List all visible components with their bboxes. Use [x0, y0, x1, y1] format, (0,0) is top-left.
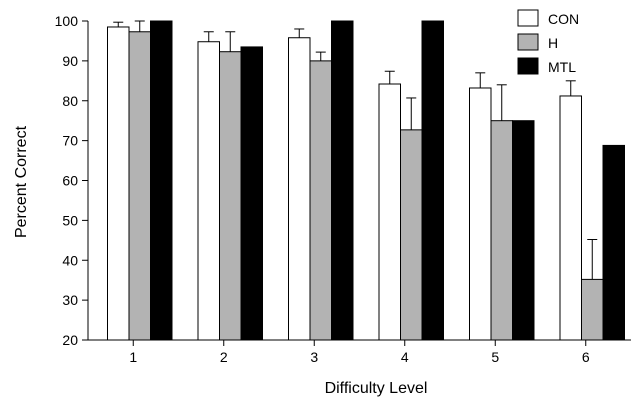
y-tick-label: 80 [62, 93, 78, 109]
legend-label-h: H [548, 35, 558, 51]
y-axis-title: Percent Correct [13, 125, 30, 238]
y-tick-label: 30 [62, 292, 78, 308]
y-tick-label: 50 [62, 212, 78, 228]
legend-label-con: CON [548, 11, 579, 27]
y-tick-label: 60 [62, 173, 78, 189]
bar-h-3 [309, 60, 332, 341]
x-tick-label: 4 [401, 349, 409, 365]
bar-mtl-2 [240, 46, 263, 341]
bar-h-5 [490, 120, 513, 341]
bar-con-5 [469, 87, 492, 341]
bar-con-1 [107, 26, 130, 341]
legend: CON H MTL [517, 9, 579, 75]
bar-h-6 [581, 278, 604, 341]
x-axis-title: Difficulty Level [325, 380, 428, 397]
y-tick-label: 100 [55, 13, 79, 29]
x-tick-label: 5 [491, 349, 499, 365]
x-tick-label: 1 [129, 349, 137, 365]
x-tick-label: 6 [582, 349, 590, 365]
bar-con-6 [559, 95, 582, 341]
x-tick-label: 2 [220, 349, 228, 365]
labels: Difficulty Level Percent Correct 20 30 40 5… [13, 13, 590, 397]
bar-con-3 [288, 37, 311, 341]
y-tick-label: 90 [62, 53, 78, 69]
bar-mtl-1 [150, 20, 173, 341]
bar-mtl-5 [512, 120, 535, 341]
bar-con-4 [378, 83, 401, 341]
bar-mtl-3 [331, 20, 354, 341]
x-tick-label: 3 [310, 349, 318, 365]
bar-mtl-6 [602, 144, 625, 341]
legend-swatch-h [517, 33, 539, 51]
bar-h-4 [400, 129, 423, 341]
legend-label-mtl: MTL [548, 59, 576, 75]
bar-mtl-4 [421, 20, 444, 341]
bar-h-1 [128, 31, 151, 341]
legend-swatch-con [517, 9, 539, 27]
bar-h-2 [219, 51, 242, 341]
bars [107, 20, 625, 341]
legend-swatch-mtl [517, 57, 539, 75]
y-tick-label: 20 [62, 332, 78, 348]
y-tick-label: 40 [62, 252, 78, 268]
axes [82, 20, 631, 346]
y-tick-label: 70 [62, 133, 78, 149]
bar-con-2 [197, 41, 220, 341]
